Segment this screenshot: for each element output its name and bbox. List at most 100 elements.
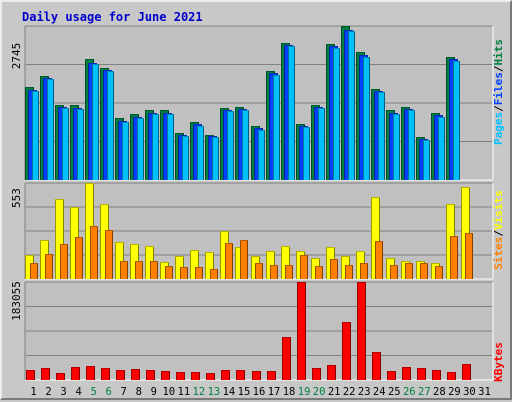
bar-shade (267, 371, 268, 380)
bar-shade (285, 265, 293, 266)
bar-shade (269, 73, 270, 180)
bar-shade (299, 126, 300, 180)
bar-shade (324, 108, 325, 180)
bar-shade (434, 115, 435, 180)
bar-pages (62, 108, 69, 180)
bar-shade (386, 258, 395, 259)
bar-shade (190, 250, 199, 251)
bar-shade (447, 372, 448, 380)
bar-shade (77, 109, 78, 180)
bar-shade (359, 55, 368, 56)
bar-shade (416, 261, 425, 262)
bar-shade (163, 113, 172, 114)
bar-shade (172, 266, 173, 279)
bar-kbytes (101, 368, 110, 380)
bar-shade (218, 137, 219, 180)
bar-kbytes (131, 369, 140, 380)
bar-shade (175, 256, 184, 257)
bar-shade (446, 57, 447, 180)
legend-separator: / (492, 65, 505, 72)
x-tick-label: 28 (433, 386, 446, 398)
bar-pages (77, 109, 84, 180)
bar-shade (233, 111, 234, 180)
bar-shade (82, 237, 83, 279)
bar-shade (378, 92, 379, 180)
bar-shade (360, 263, 361, 279)
bar-shade (297, 282, 306, 283)
bar-shade (446, 204, 447, 279)
x-tick-label: 24 (373, 386, 386, 398)
bar-shade (68, 108, 69, 180)
bar-shade (190, 250, 191, 279)
bar-shade (103, 70, 112, 71)
x-tick-label: 10 (162, 386, 175, 398)
bar-shade (191, 372, 200, 373)
bar-pages (318, 108, 325, 180)
bar-shade (363, 57, 364, 180)
bar-shade (300, 255, 308, 256)
bar-kbytes (252, 371, 261, 380)
bar-shade (248, 110, 249, 180)
bar-shade (397, 265, 398, 279)
bar-shade (40, 76, 49, 77)
bar-shade (341, 26, 342, 180)
x-tick-label: 13 (208, 386, 221, 398)
bar-sites (360, 263, 368, 279)
bar-shade (371, 89, 380, 90)
legend-entry-sites: Sites (492, 237, 505, 270)
bar-shade (300, 255, 301, 279)
bar-shade (30, 263, 38, 264)
bar-shade (135, 261, 136, 279)
bar-shade (235, 107, 244, 108)
bar-shade (158, 114, 159, 180)
bar-shade (30, 263, 31, 279)
bar-shade (131, 369, 132, 380)
bar-shade (386, 258, 387, 279)
bar-shade (175, 256, 176, 279)
bar-shade (26, 370, 27, 380)
bar-shade (311, 105, 312, 180)
bar-shade (375, 241, 383, 242)
bar-shade (175, 133, 176, 180)
bar-shade (399, 114, 400, 180)
bar-shade (365, 282, 366, 380)
bar-shade (322, 266, 323, 279)
bar-sites (105, 230, 113, 279)
bar-shade (384, 92, 385, 180)
bar-shade (423, 140, 424, 180)
bar-shade (100, 68, 109, 69)
bar-shade (152, 114, 153, 180)
bar-shade (49, 368, 50, 380)
bar-shade (225, 243, 226, 279)
bar-shade (266, 71, 267, 180)
bar-shade (420, 263, 428, 264)
bar-shade (37, 263, 38, 279)
bar-shade (395, 371, 396, 380)
bar-shade (311, 258, 320, 259)
bar-shade (404, 109, 405, 180)
bar-shade (139, 369, 140, 380)
bar-pages (152, 114, 159, 180)
bar-shade (206, 373, 215, 374)
bar-shade (408, 110, 409, 180)
bar-shade (70, 105, 79, 106)
bar-sites (375, 241, 383, 279)
bar-shade (197, 126, 198, 180)
bar-shade (314, 107, 315, 180)
bar-shade (45, 254, 46, 279)
bar-shade (199, 372, 200, 380)
bar-visits (85, 183, 94, 279)
bar-shade (40, 240, 41, 279)
bar-shade (374, 91, 383, 92)
bar-shade (212, 137, 213, 180)
bar-shade (205, 135, 206, 180)
bar-shade (118, 121, 119, 180)
bar-shade (335, 365, 336, 380)
bar-shade (28, 90, 37, 91)
bar-shade (318, 108, 319, 180)
bar-shade (79, 367, 80, 380)
bar-shade (40, 240, 49, 241)
bar-shade (195, 267, 203, 268)
x-tick-label: 7 (121, 386, 127, 398)
bar-shade (97, 226, 98, 279)
